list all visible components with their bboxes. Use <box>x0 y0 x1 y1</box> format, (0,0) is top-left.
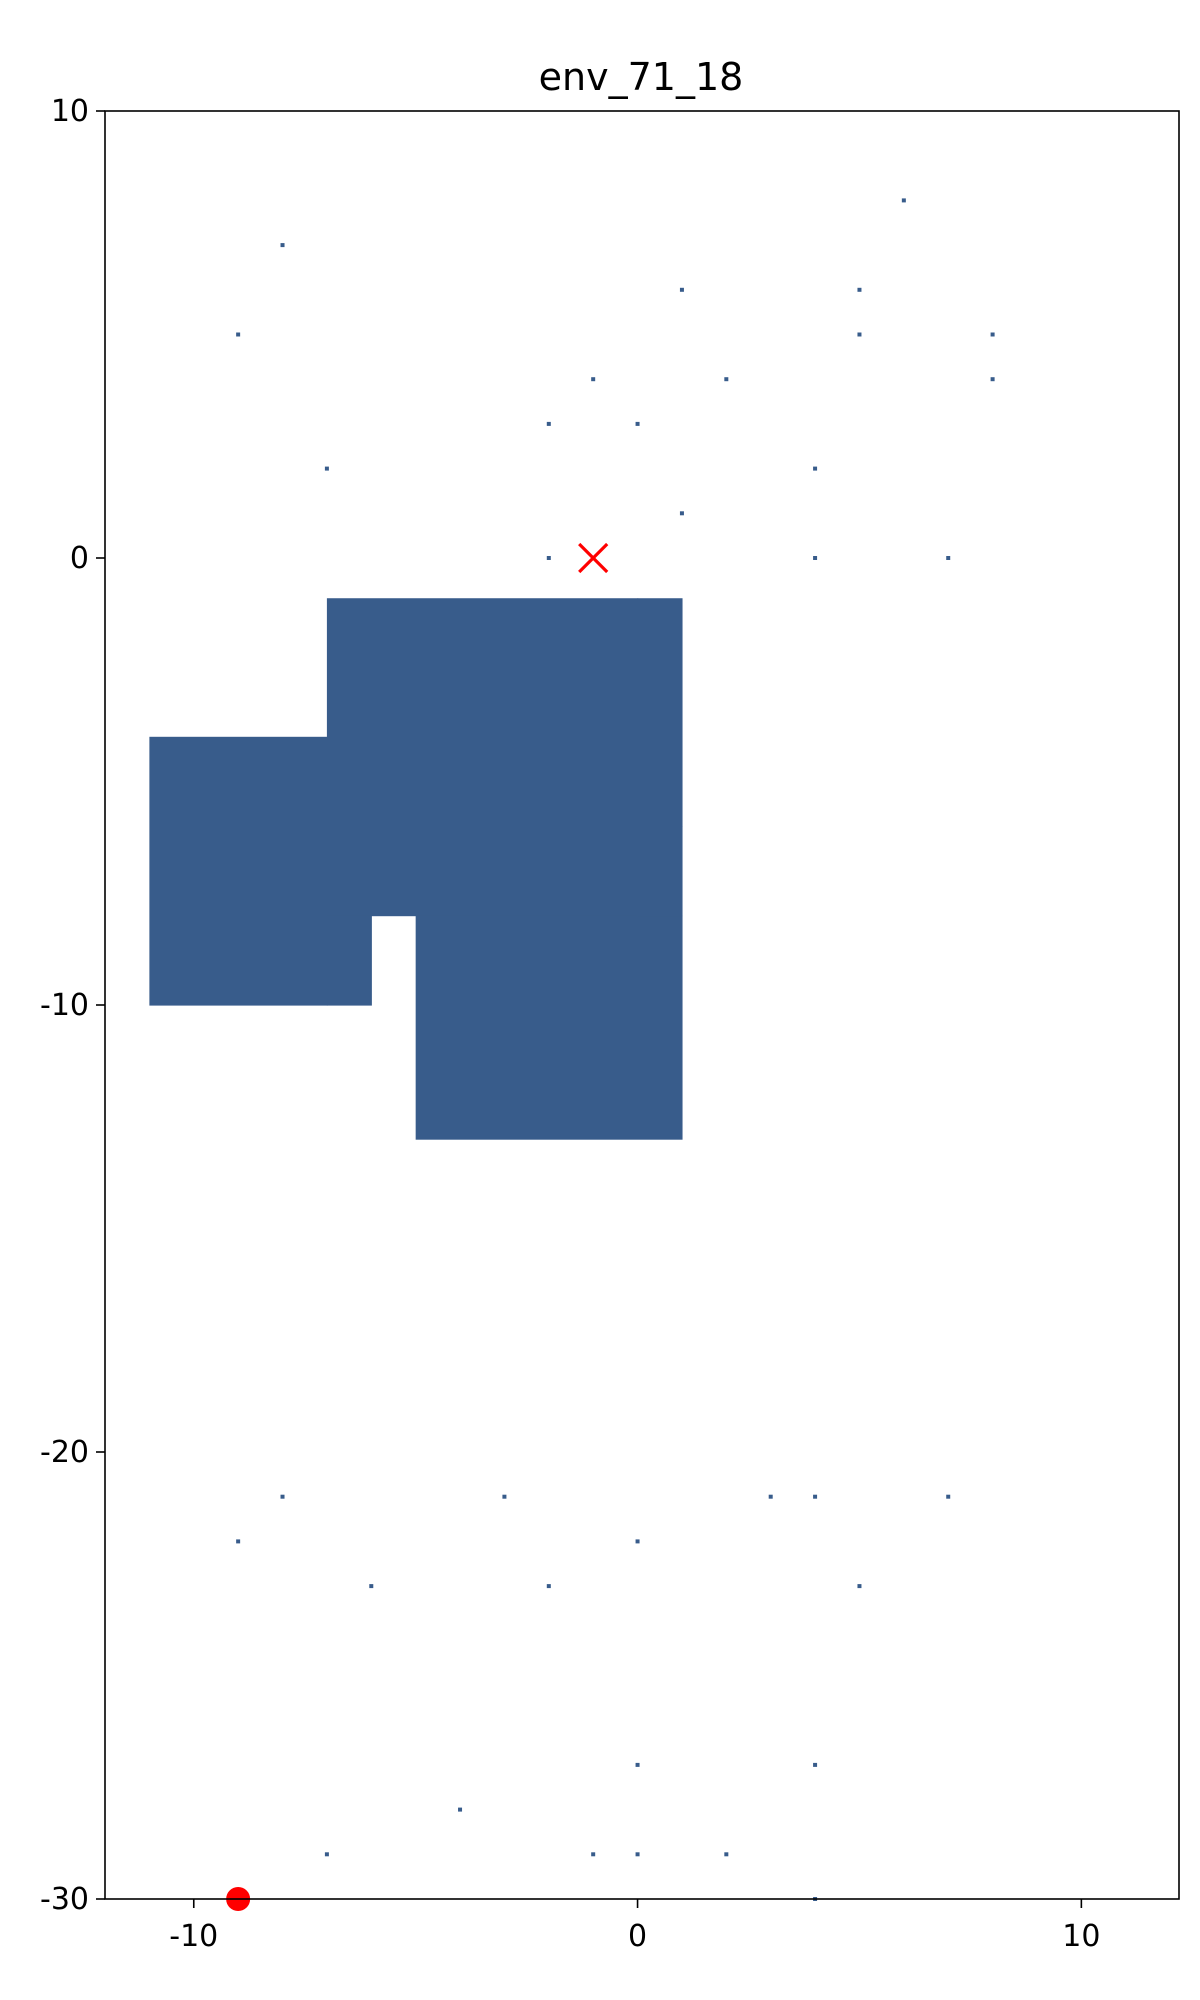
obstacle-point-0 <box>901 198 906 203</box>
obstacle-point-19 <box>502 1494 507 1499</box>
obstacle-point-3 <box>857 287 862 292</box>
obstacle-block-0 <box>326 598 639 917</box>
obstacle-point-26 <box>546 1584 551 1589</box>
chart-title: env_71_18 <box>539 55 744 99</box>
obstacle-block-2 <box>149 736 328 1006</box>
obstacle-point-16 <box>813 556 818 560</box>
obstacle-point-6 <box>990 332 995 337</box>
obstacle-point-8 <box>724 377 729 382</box>
obstacle-point-9 <box>990 377 995 382</box>
y-tick-label-3: -20 <box>40 1435 89 1470</box>
obstacle-point-28 <box>635 1762 640 1767</box>
y-tick-label-1: 0 <box>70 541 89 576</box>
x-tick-label-0: -10 <box>169 1919 218 1954</box>
obstacle-point-11 <box>635 421 640 426</box>
y-axis-ticks: 10 0 -10 -20 -30 <box>40 94 105 1917</box>
obstacle-point-27 <box>857 1584 862 1589</box>
obstacle-point-7 <box>591 377 596 382</box>
obstacle-point-13 <box>813 466 818 471</box>
obstacle-layer <box>149 598 683 1140</box>
obstacle-point-23 <box>236 1539 241 1544</box>
obstacle-point-15 <box>546 556 551 560</box>
obstacle-point-1 <box>280 243 285 248</box>
obstacle-point-4 <box>236 332 241 337</box>
y-tick-label-0: 10 <box>51 94 89 129</box>
obstacle-block-3 <box>326 915 372 1006</box>
obstacle-point-21 <box>813 1494 818 1499</box>
obstacle-point-31 <box>324 1852 329 1857</box>
x-tick-label-2: 10 <box>1062 1919 1100 1954</box>
obstacle-point-24 <box>635 1539 640 1544</box>
obstacle-point-12 <box>324 466 329 471</box>
obstacle-dot-layer <box>236 198 995 1901</box>
obstacle-point-18 <box>280 1494 285 1499</box>
obstacle-point-10 <box>546 421 551 426</box>
y-tick-label-2: -10 <box>40 988 89 1023</box>
obstacle-point-25 <box>369 1584 374 1589</box>
obstacle-point-32 <box>591 1852 596 1857</box>
x-tick-label-1: 0 <box>628 1919 647 1954</box>
obstacle-point-22 <box>946 1494 951 1499</box>
obstacle-point-20 <box>768 1494 773 1499</box>
obstacle-point-14 <box>679 511 684 516</box>
obstacle-point-34 <box>724 1852 729 1857</box>
obstacle-point-29 <box>813 1762 818 1767</box>
goal-x-marker <box>578 542 609 574</box>
y-tick-label-4: -30 <box>40 1882 89 1917</box>
x-axis-ticks: -10 0 10 <box>169 1899 1100 1954</box>
obstacle-block-4 <box>415 915 683 1140</box>
obstacle-block-5 <box>637 826 683 917</box>
obstacle-point-17 <box>946 556 951 560</box>
obstacle-block-1 <box>637 598 683 827</box>
obstacle-point-30 <box>458 1807 463 1812</box>
obstacle-point-33 <box>635 1852 640 1857</box>
obstacle-point-5 <box>857 332 862 337</box>
obstacle-point-2 <box>679 287 684 292</box>
